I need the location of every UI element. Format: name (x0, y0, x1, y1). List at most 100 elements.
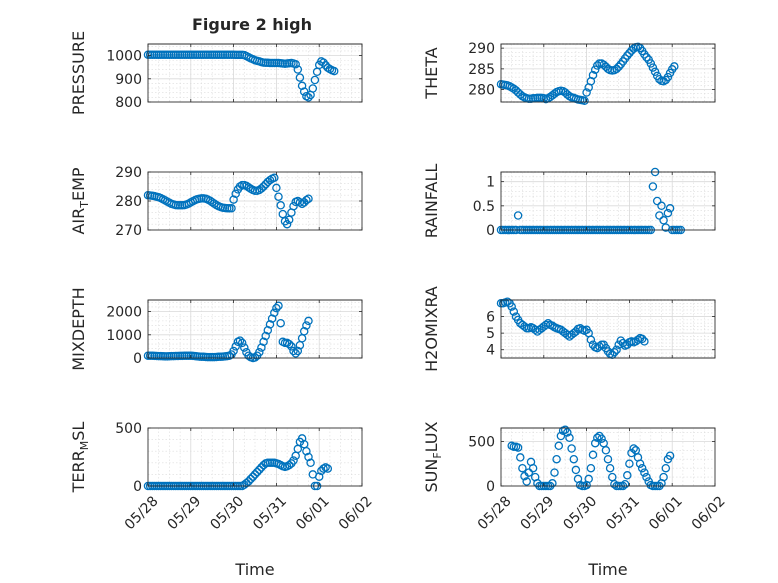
data-point (627, 448, 636, 458)
data-point (242, 181, 251, 191)
y-tick-label: 0.5 (473, 199, 495, 215)
data-point (513, 443, 523, 452)
data-point (274, 192, 283, 201)
data-point (282, 219, 292, 229)
data-point (205, 196, 215, 205)
subplot-pressure: 800 900 1000 PRESSURE (69, 31, 363, 115)
data-point (663, 72, 673, 82)
data-point (661, 463, 671, 473)
y-tick-label: 900 (115, 72, 142, 88)
data-point (291, 59, 300, 69)
data-point (623, 471, 632, 480)
data-point (518, 463, 527, 473)
data-point (635, 459, 645, 468)
data-point (314, 472, 324, 481)
data-point (637, 334, 647, 344)
data-point (590, 438, 600, 448)
data-point (284, 460, 294, 470)
data-point (571, 465, 581, 475)
data-point (263, 325, 273, 335)
data-point (590, 65, 600, 74)
data-point (302, 446, 311, 456)
data-point (246, 474, 255, 484)
x-axis-label: Time (234, 560, 274, 579)
data-point (623, 51, 632, 60)
axes-box (500, 43, 716, 103)
data-point (620, 479, 630, 489)
data-point (231, 342, 240, 351)
data-point (304, 93, 313, 102)
data-point (524, 468, 534, 477)
y-tick-label: 800 (115, 95, 142, 111)
data-point (629, 44, 638, 53)
data-point (614, 62, 623, 72)
data-point (252, 467, 262, 477)
data-point (302, 195, 311, 205)
data-point (323, 63, 333, 72)
series-markers (143, 50, 339, 102)
data-point (640, 468, 649, 477)
data-point (287, 342, 296, 351)
data-point (293, 346, 303, 356)
data-point (229, 346, 238, 356)
data-point (235, 182, 245, 191)
data-point (582, 88, 591, 97)
data-point (289, 346, 298, 356)
data-point (248, 472, 258, 481)
data-point (310, 75, 320, 85)
data-point (610, 347, 619, 357)
data-point (670, 62, 679, 71)
y-tick-label: 290 (468, 41, 495, 57)
y-tick-label: 500 (115, 421, 142, 437)
data-point (586, 463, 596, 473)
y-tick-label: 0 (133, 479, 142, 495)
data-point (637, 463, 647, 473)
y-tick-label: 5 (486, 326, 495, 342)
data-point (231, 189, 240, 199)
data-point (503, 297, 512, 306)
subplot-mixdepth: 0 1000 2000 MIXDEPTH (69, 287, 363, 371)
data-point (302, 321, 311, 330)
data-point (646, 59, 656, 68)
data-point (293, 65, 303, 74)
data-point (323, 464, 333, 473)
y-tick-label: 290 (115, 165, 142, 181)
data-point (509, 307, 519, 316)
subplot-air-temp: 270 280 290 AIRTEMP (69, 165, 363, 239)
data-point (299, 87, 309, 96)
data-point (629, 444, 638, 453)
data-point (659, 216, 668, 225)
data-point (543, 318, 553, 328)
data-point (250, 353, 260, 362)
data-point (306, 458, 315, 468)
data-point (565, 433, 574, 443)
data-point (284, 339, 294, 349)
data-point (257, 343, 266, 352)
data-point (227, 204, 236, 213)
data-point (556, 431, 566, 441)
x-axis-label: Time (587, 560, 627, 579)
data-point (299, 327, 309, 336)
y-tick-label: 1000 (106, 328, 142, 344)
data-point (516, 453, 525, 462)
data-point (580, 96, 589, 106)
data-point (618, 338, 628, 348)
subplot-rainfall: 0 0.5 1 RAINFALL (422, 164, 716, 239)
data-point (270, 308, 279, 318)
y-tick-label: 280 (115, 194, 142, 210)
data-point (665, 204, 675, 213)
y-tick-label: 270 (115, 223, 142, 239)
y-tick-label: 0 (486, 479, 495, 495)
data-point (657, 201, 666, 211)
y-tick-label: 1000 (106, 49, 142, 65)
data-point (588, 70, 598, 80)
data-point (648, 182, 658, 191)
data-point (548, 321, 557, 330)
data-point (593, 433, 602, 443)
data-point (612, 64, 621, 74)
data-point (599, 60, 608, 69)
data-point (289, 201, 298, 211)
data-point (625, 459, 634, 468)
data-point (235, 336, 245, 345)
